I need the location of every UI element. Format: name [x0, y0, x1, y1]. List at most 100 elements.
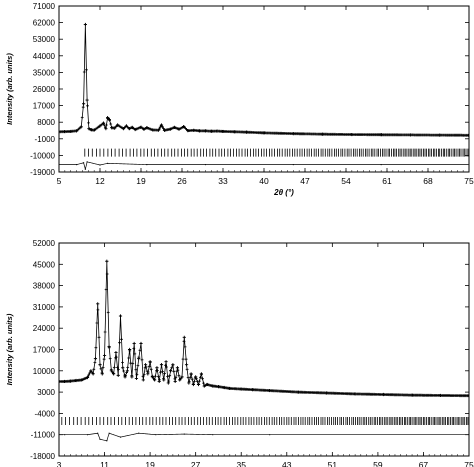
difference-curve: [59, 432, 469, 442]
difference-point: [146, 164, 148, 166]
observed-point: [123, 375, 127, 379]
difference-point: [99, 438, 101, 440]
bottom-chart: 3 11 19 27 35 43 51 59 67 75 -18000 -11000 -4000 3000…: [5, 239, 474, 467]
x-tick-label: 26: [177, 176, 187, 186]
x-tick-label: 35: [236, 460, 246, 467]
difference-point: [138, 432, 140, 434]
difference-point: [97, 432, 99, 434]
y-tick-label: 10000: [33, 367, 56, 376]
difference-point: [204, 164, 207, 166]
difference-point: [155, 434, 157, 436]
x-tick-label: 51: [328, 460, 338, 467]
observed-point: [132, 341, 136, 346]
observed-point: [134, 376, 139, 381]
y-tick-label: 3000: [37, 388, 55, 397]
difference-point: [380, 164, 382, 166]
reflection-markers: [61, 417, 469, 425]
observed-point: [105, 259, 109, 263]
calculated-profile: [59, 24, 469, 136]
difference-curve: [59, 161, 469, 170]
y-tick-label: 31000: [33, 303, 56, 312]
difference-point: [468, 164, 469, 166]
y-tick-label: 38000: [33, 282, 56, 291]
observed-profile-markers: [59, 23, 469, 137]
observed-point: [182, 335, 186, 339]
y-tick-label: 24000: [33, 324, 56, 333]
y-tick-label: 62000: [33, 19, 56, 28]
observed-point: [184, 363, 189, 367]
x-tick-label: 75: [464, 176, 474, 186]
difference-point: [84, 168, 86, 170]
x-tick-label: 5: [57, 176, 62, 186]
y-tick-label: -19000: [30, 168, 55, 177]
observed-point: [96, 302, 100, 306]
y-tick-label: 52000: [33, 239, 56, 248]
observed-point: [82, 102, 86, 106]
difference-point: [75, 164, 78, 166]
x-tick-label: 67: [419, 460, 429, 467]
observed-point: [85, 98, 89, 102]
x-tick-label: 19: [136, 176, 146, 186]
difference-point: [269, 434, 271, 436]
x-tick-label: 47: [300, 176, 310, 186]
top-chart: 5 12 19 26 33 40 47 54 61 68 75 -19000 -10000 -1000 80…: [5, 2, 474, 197]
observed-point: [173, 379, 177, 384]
difference-point: [468, 434, 469, 436]
x-tick-label: 61: [382, 176, 392, 186]
observed-profile-markers: [59, 272, 469, 398]
x-tick-label: 59: [373, 460, 383, 467]
observed-point: [116, 373, 120, 377]
y-tick-label: 35000: [33, 68, 56, 77]
difference-point: [108, 432, 110, 434]
y-tick-label: 17000: [33, 102, 56, 111]
y-tick-label: -18000: [30, 452, 55, 461]
y-tick-label: 53000: [33, 35, 56, 44]
plot-area: [59, 259, 469, 442]
y-axis-label: Intensity (arb. units): [5, 313, 14, 385]
difference-point: [292, 164, 294, 166]
y-axis-label: Intensity (arb. units): [5, 53, 14, 125]
y-tick-label: 45000: [33, 260, 56, 269]
observed-point: [143, 363, 148, 367]
difference-point: [119, 436, 122, 438]
x-tick-label: 3: [57, 460, 62, 467]
difference-point: [107, 162, 109, 164]
difference-point: [83, 162, 85, 164]
observed-point: [175, 366, 180, 370]
x-tick-label: 33: [218, 176, 228, 186]
y-tick-label: 8000: [37, 118, 55, 127]
x-tick-label: 12: [95, 176, 105, 186]
x-tick-label: 40: [259, 176, 269, 186]
x-tick-label: 68: [423, 176, 433, 186]
observed-point: [125, 369, 129, 373]
x-tick-label: 11: [100, 460, 109, 467]
x-tick-label: 19: [145, 460, 155, 467]
difference-point: [183, 433, 185, 435]
difference-point: [64, 434, 66, 436]
y-tick-label: 71000: [33, 2, 56, 11]
x-tick-label: 43: [282, 460, 292, 467]
difference-point: [99, 164, 101, 166]
y-tick-label: 44000: [33, 52, 56, 61]
observed-point: [155, 366, 159, 370]
y-tick-label: -4000: [35, 409, 56, 418]
difference-point: [59, 164, 60, 166]
x-axis-label: 2θ (°): [273, 188, 294, 197]
observed-point: [164, 360, 168, 364]
difference-point: [212, 434, 214, 436]
plot-frame: [58, 5, 470, 173]
observed-point: [102, 353, 107, 358]
difference-point: [86, 434, 89, 436]
x-tick-label: 75: [464, 460, 474, 467]
y-tick-label: 26000: [33, 85, 56, 94]
difference-point: [106, 440, 108, 442]
difference-point: [86, 161, 88, 163]
observed-point: [93, 357, 98, 361]
observed-point: [121, 366, 125, 370]
y-tick-label: 17000: [33, 346, 56, 355]
observed-point: [141, 378, 145, 382]
x-tick-label: 54: [341, 176, 351, 186]
plot-area: [59, 22, 469, 170]
y-tick-label: -1000: [35, 135, 56, 144]
